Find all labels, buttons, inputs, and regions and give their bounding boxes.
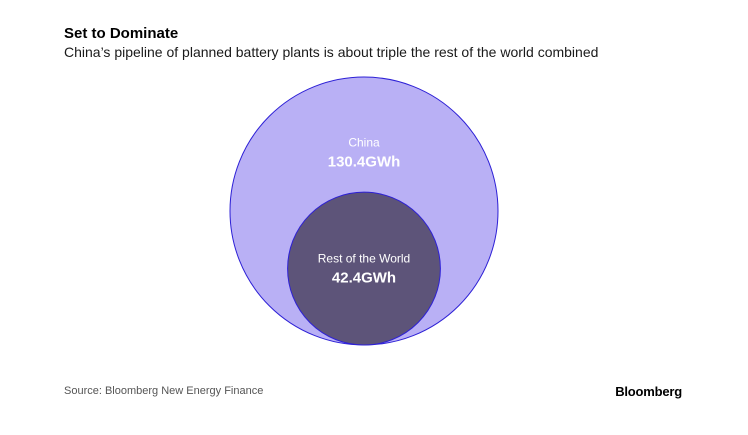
label-rest-of-the-world: Rest of the World [318, 252, 410, 266]
source-note: Source: Bloomberg New Energy Finance [64, 385, 264, 397]
bubble-rest-of-the-world [287, 191, 441, 346]
value-label-china: 130.4GWh [328, 154, 401, 171]
value-label-rest-of-the-world: 42.4GWh [332, 270, 396, 287]
chart-subtitle: China’s pipeline of planned battery plan… [64, 44, 599, 60]
chart-title: Set to Dominate [64, 25, 179, 42]
bloomberg-logo: Bloomberg [615, 384, 682, 399]
label-china: China [348, 136, 380, 150]
